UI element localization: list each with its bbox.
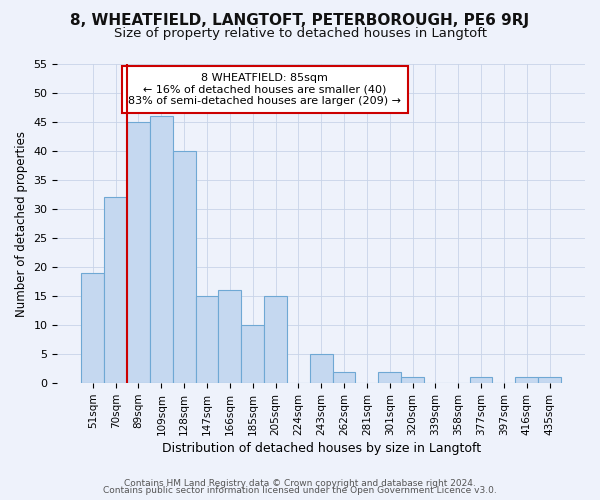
Bar (310, 354, 332, 383)
Bar (196, 296, 218, 383)
Bar (401, 378, 424, 383)
Text: Size of property relative to detached houses in Langtoft: Size of property relative to detached ho… (113, 28, 487, 40)
Text: Contains public sector information licensed under the Open Government Licence v3: Contains public sector information licen… (103, 486, 497, 495)
Bar (538, 378, 561, 383)
Bar (82, 273, 104, 383)
Text: 8, WHEATFIELD, LANGTOFT, PETERBOROUGH, PE6 9RJ: 8, WHEATFIELD, LANGTOFT, PETERBOROUGH, P… (70, 12, 530, 28)
Bar (150, 116, 173, 383)
Bar (264, 296, 287, 383)
Bar (104, 198, 127, 383)
Bar (241, 325, 264, 383)
Bar (515, 378, 538, 383)
Bar (332, 372, 355, 383)
Bar (470, 378, 493, 383)
Bar (173, 151, 196, 383)
Bar (127, 122, 150, 383)
Text: Contains HM Land Registry data © Crown copyright and database right 2024.: Contains HM Land Registry data © Crown c… (124, 478, 476, 488)
Text: 8 WHEATFIELD: 85sqm
← 16% of detached houses are smaller (40)
83% of semi-detach: 8 WHEATFIELD: 85sqm ← 16% of detached ho… (128, 72, 401, 106)
Bar (218, 290, 241, 383)
Bar (379, 372, 401, 383)
Y-axis label: Number of detached properties: Number of detached properties (15, 130, 28, 316)
X-axis label: Distribution of detached houses by size in Langtoft: Distribution of detached houses by size … (161, 442, 481, 455)
